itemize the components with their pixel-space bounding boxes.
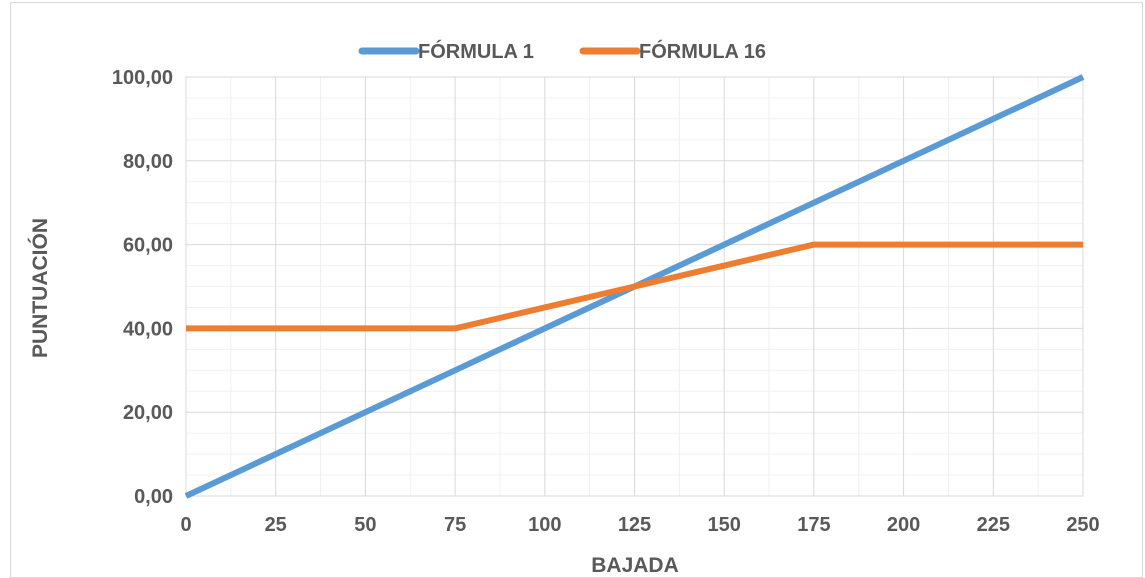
legend-label-formula-1: FÓRMULA 1 [418, 39, 534, 63]
y-tick-label: 80,00 [123, 151, 173, 173]
plot-area-border [185, 76, 1084, 497]
x-tick-label: 0 [180, 514, 191, 536]
y-tick-labels: 0,00 20,00 40,00 60,00 80,00 100,00 [112, 67, 173, 508]
y-tick-label: 100,00 [112, 67, 173, 89]
x-axis-title: BAJADA [591, 554, 679, 577]
x-tick-label: 75 [444, 514, 466, 536]
x-tick-label: 175 [797, 514, 830, 536]
series-lines [184, 74, 1085, 499]
x-tick-labels: 0 25 50 75 100 125 150 175 200 225 250 [180, 514, 1099, 536]
x-tick-label: 125 [618, 514, 651, 536]
series-line-2 [186, 241, 1083, 332]
y-tick-label: 60,00 [123, 235, 173, 257]
x-tick-label: 200 [887, 514, 920, 536]
x-tick-label: 25 [265, 514, 287, 536]
y-tick-label: 20,00 [123, 402, 173, 424]
y-tick-label: 40,00 [123, 318, 173, 340]
y-axis-title: PUNTUACIÓN [28, 218, 52, 358]
x-tick-label: 50 [354, 514, 376, 536]
legend-label-formula-16: FÓRMULA 16 [639, 39, 766, 63]
legend: FÓRMULA 1 FÓRMULA 16 [358, 39, 766, 63]
x-tick-label: 250 [1066, 514, 1099, 536]
y-tick-label: 0,00 [134, 486, 173, 508]
x-tick-label: 225 [977, 514, 1010, 536]
x-tick-label: 150 [708, 514, 741, 536]
x-tick-label: 100 [528, 514, 561, 536]
